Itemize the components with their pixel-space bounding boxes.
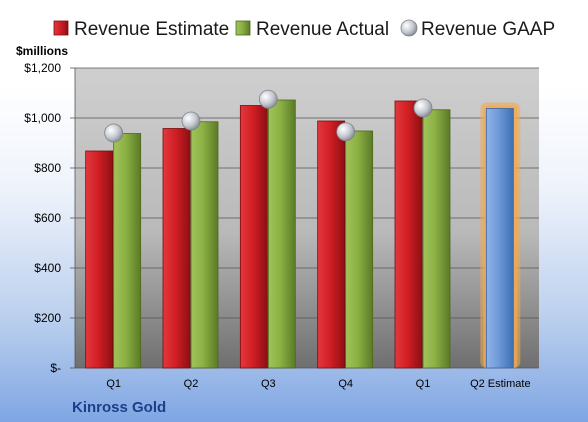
x-tick-label: Q1: [106, 378, 121, 390]
y-axis-unit-label: $millions: [16, 44, 68, 58]
legend-swatch-revenue-gaap: [400, 19, 418, 37]
x-tick-label: Q2 Estimate: [470, 378, 531, 390]
gaap-marker-3: [336, 122, 356, 142]
gridlines: [70, 67, 539, 369]
legend-label-revenue-gaap: Revenue GAAP: [421, 19, 555, 40]
x-tick-label: Q2: [184, 378, 199, 390]
bar-revenue-estimate-1: [162, 128, 191, 369]
bar-revenue-estimate-0: [85, 150, 114, 369]
legend-swatch-revenue-actual: [235, 20, 251, 36]
gaap-marker-2: [258, 89, 278, 109]
legend-label-revenue-estimate: Revenue Estimate: [74, 19, 229, 40]
chart-legend: Revenue Estimate Revenue Actual Revenue GA…: [53, 19, 555, 40]
legend-swatch-revenue-estimate: [53, 20, 69, 36]
bar-revenue-actual-3: [345, 130, 374, 369]
bar-marks: [85, 99, 521, 369]
y-axis-ticks: $- $200 $400 $600 $800 $1,000 $1,200: [24, 61, 61, 375]
gaap-marker-1: [181, 111, 201, 131]
y-tick-label: $400: [34, 261, 61, 275]
gaap-marker-0: [104, 123, 124, 143]
bar-revenue-estimate-4: [394, 100, 423, 369]
y-tick-label: $-: [50, 361, 61, 375]
y-tick-label: $1,200: [24, 61, 61, 75]
x-tick-label: Q3: [261, 378, 276, 390]
bar-revenue-actual-1: [190, 121, 219, 369]
y-tick-label: $800: [34, 161, 61, 175]
bar-revenue-estimate-2: [239, 105, 268, 369]
x-tick-label: Q1: [416, 378, 431, 390]
x-tick-label: Q4: [338, 378, 353, 390]
y-tick-label: $600: [34, 211, 61, 225]
bar-revenue-actual-2: [267, 99, 296, 369]
bar-revenue-actual-0: [113, 133, 142, 369]
gaap-marker-4: [413, 98, 433, 118]
bar-revenue-actual-4: [422, 109, 451, 369]
gaap-markers: [104, 89, 433, 143]
bar-q2-estimate-5: [485, 108, 514, 369]
y-tick-label: $1,000: [24, 111, 61, 125]
bar-revenue-estimate-3: [317, 120, 346, 369]
legend-label-revenue-actual: Revenue Actual: [256, 19, 389, 40]
company-name: Kinross Gold: [72, 399, 166, 416]
x-axis-ticks: Q1 Q2 Q3 Q4 Q1 Q2 Estimate: [106, 378, 530, 390]
y-tick-label: $200: [34, 311, 61, 325]
